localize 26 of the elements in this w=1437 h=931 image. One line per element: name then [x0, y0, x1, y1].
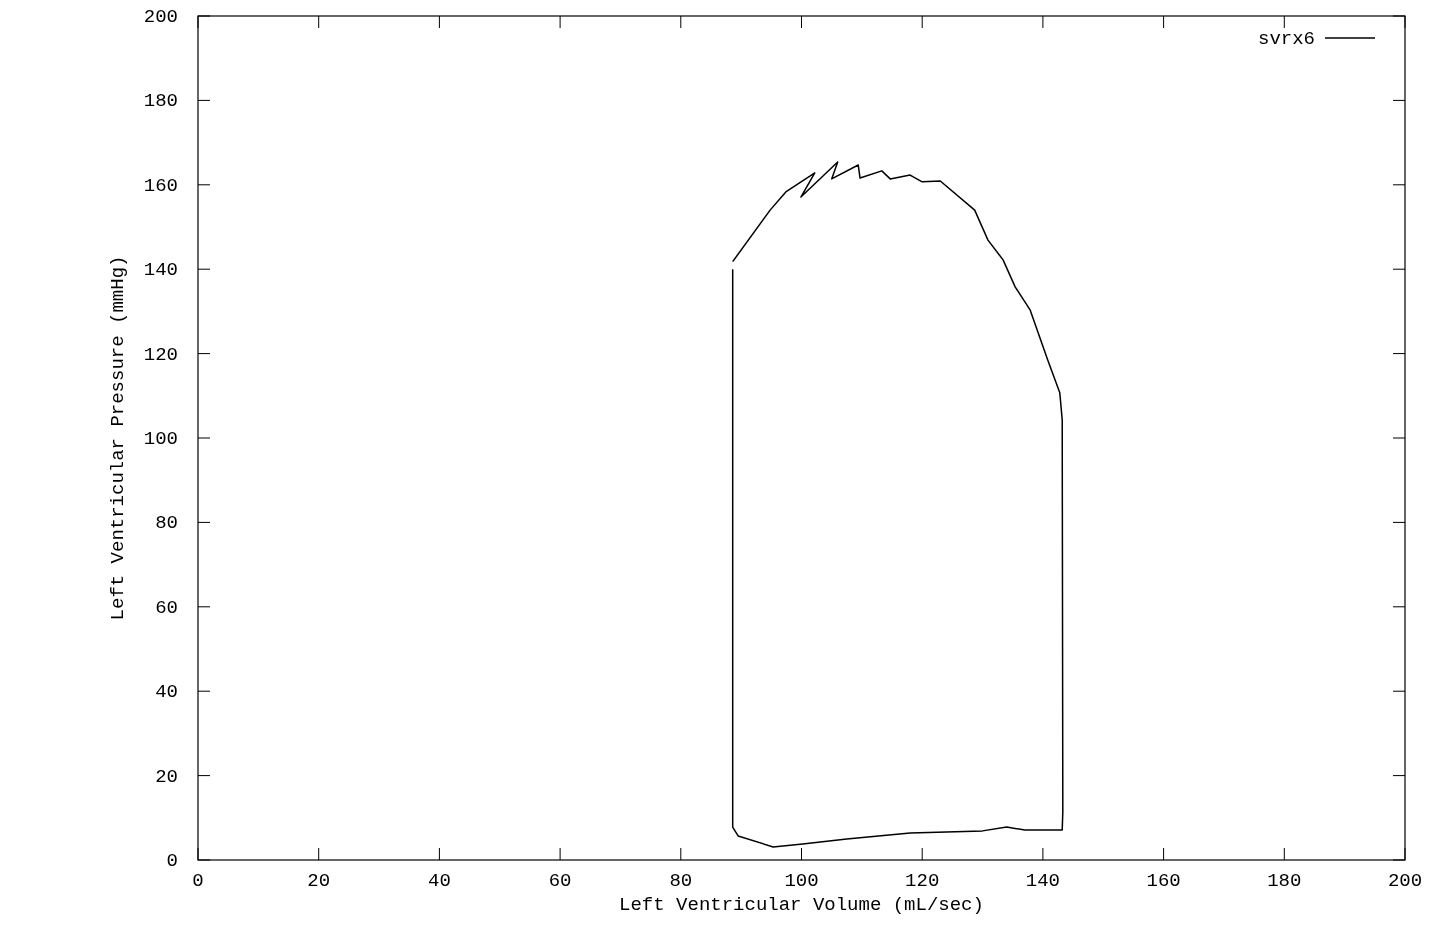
- y-tick-label: 40: [155, 681, 178, 704]
- y-axis-title: Left Ventricular Pressure (mmHg): [107, 255, 129, 621]
- x-tick-label: 140: [1025, 870, 1061, 892]
- x-tick-label: 100: [784, 870, 819, 892]
- y-tick-label: 20: [155, 765, 178, 788]
- x-tick-label: 40: [427, 870, 451, 892]
- x-tick-label: 120: [905, 870, 940, 892]
- y-tick-label: 140: [143, 259, 178, 282]
- x-tick-label: 180: [1267, 870, 1302, 892]
- x-tick-label: 160: [1146, 870, 1181, 892]
- line-series: [731, 161, 1064, 848]
- y-tick-label: 0: [166, 850, 178, 872]
- y-tick-label: 60: [155, 596, 178, 619]
- y-tick-label: 200: [143, 6, 178, 28]
- y-tick-label: 180: [143, 90, 178, 113]
- y-tick-label: 160: [143, 174, 178, 197]
- y-tick-label: 100: [143, 428, 178, 450]
- x-tick-label: 200: [1387, 870, 1423, 892]
- x-tick-label: 60: [548, 870, 572, 892]
- y-tick-label: 120: [143, 343, 178, 366]
- legend-label: svrx6: [1257, 28, 1315, 50]
- x-axis-title: Left Ventricular Volume (mL/sec): [619, 894, 984, 916]
- x-tick-label: 20: [307, 870, 331, 892]
- x-tick-label: 80: [669, 870, 693, 892]
- y-tick-label: 80: [155, 512, 178, 535]
- x-tick-label: 0: [192, 870, 204, 892]
